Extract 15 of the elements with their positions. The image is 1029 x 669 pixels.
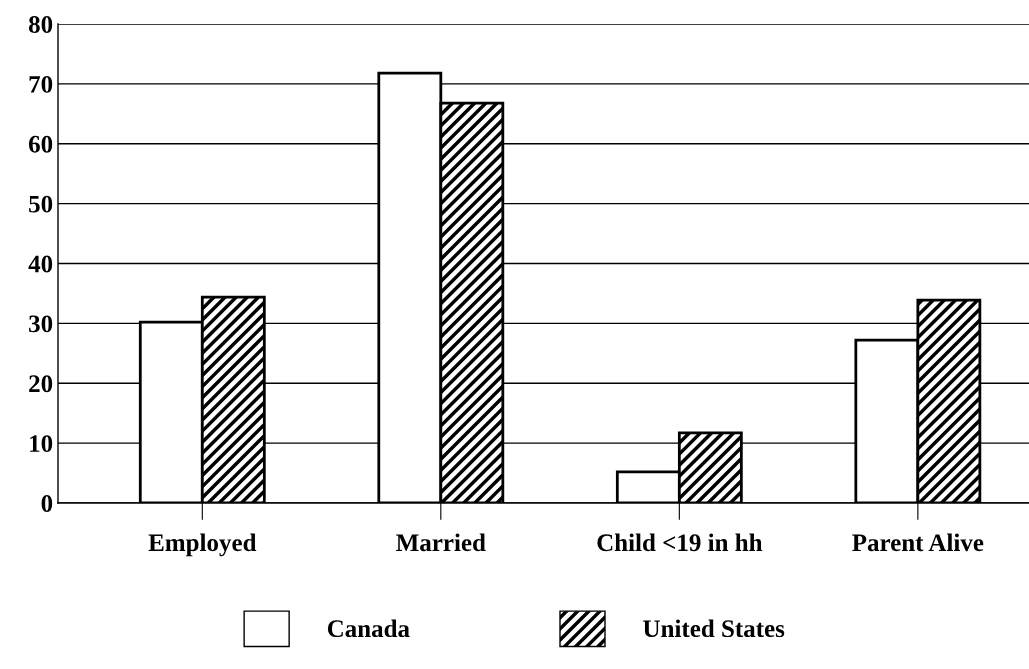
x-tick-label: Parent Alive xyxy=(852,533,984,552)
y-tick-label: 10 xyxy=(30,435,53,453)
y-tick-label: 30 xyxy=(29,315,53,333)
y-tick-label: 80 xyxy=(28,16,53,33)
x-tick-label: Married xyxy=(396,533,486,552)
y-tick-label: 40 xyxy=(28,255,53,273)
x-tick-label: Child <19 in hh xyxy=(597,533,763,552)
y-tick-label: 50 xyxy=(29,195,53,213)
y-tick-label: 60 xyxy=(28,135,53,153)
legend-label: Canada xyxy=(327,619,410,638)
x-tick-label: Employed xyxy=(148,533,257,557)
y-tick-label: 70 xyxy=(29,75,53,93)
y-tick-label: 20 xyxy=(29,375,53,393)
y-tick-label: 0 xyxy=(41,495,53,512)
legend-label: United States xyxy=(643,619,785,638)
